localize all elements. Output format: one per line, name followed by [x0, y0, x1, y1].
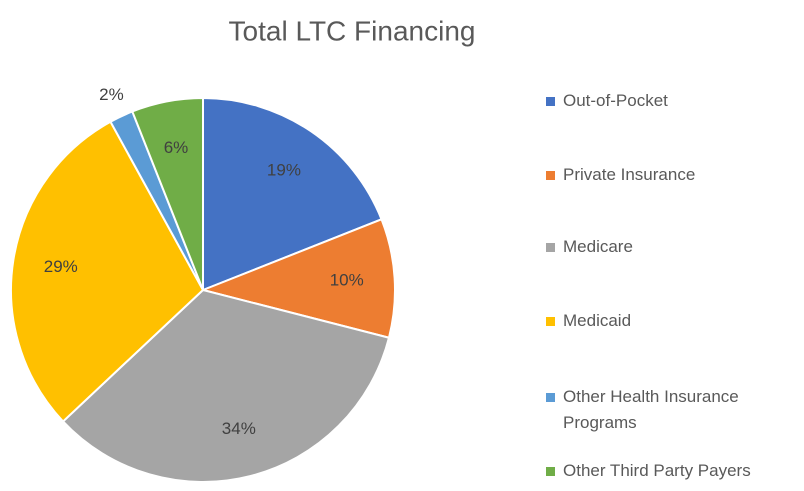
- legend-item: Other Third Party Payers: [546, 458, 786, 484]
- data-label: 10%: [330, 270, 364, 289]
- pie-slice: [202, 96, 383, 292]
- legend-swatch: [546, 393, 555, 402]
- legend-item: Out-of-Pocket: [546, 88, 786, 114]
- legend-label: Other Health Insurance Programs: [563, 387, 739, 432]
- data-label: 29%: [44, 257, 78, 276]
- legend-item: Other Health Insurance Programs: [546, 384, 786, 436]
- legend-swatch: [546, 97, 555, 106]
- legend-label: Medicare: [563, 237, 633, 256]
- legend-swatch: [546, 171, 555, 180]
- data-label: 6%: [164, 138, 189, 157]
- legend-label: Other Third Party Payers: [563, 461, 751, 480]
- data-label: 2%: [99, 85, 124, 104]
- legend-label: Private Insurance: [563, 165, 696, 184]
- legend-swatch: [546, 317, 555, 326]
- data-label: 34%: [222, 419, 256, 438]
- pie-slice: [10, 120, 205, 423]
- pie-slice: [199, 218, 396, 339]
- legend-item: Private Insurance: [546, 162, 786, 188]
- legend-label: Out-of-Pocket: [563, 91, 668, 110]
- pie-slice: [61, 288, 391, 483]
- chart-title: Total LTC Financing: [229, 15, 476, 46]
- legend-swatch: [546, 467, 555, 476]
- legend-item: Medicaid: [546, 308, 786, 334]
- legend-item: Medicare: [546, 234, 786, 260]
- legend-label: Medicaid: [563, 311, 632, 330]
- data-label: 19%: [267, 160, 301, 179]
- legend-swatch: [546, 243, 555, 252]
- pie-slice: [131, 96, 204, 291]
